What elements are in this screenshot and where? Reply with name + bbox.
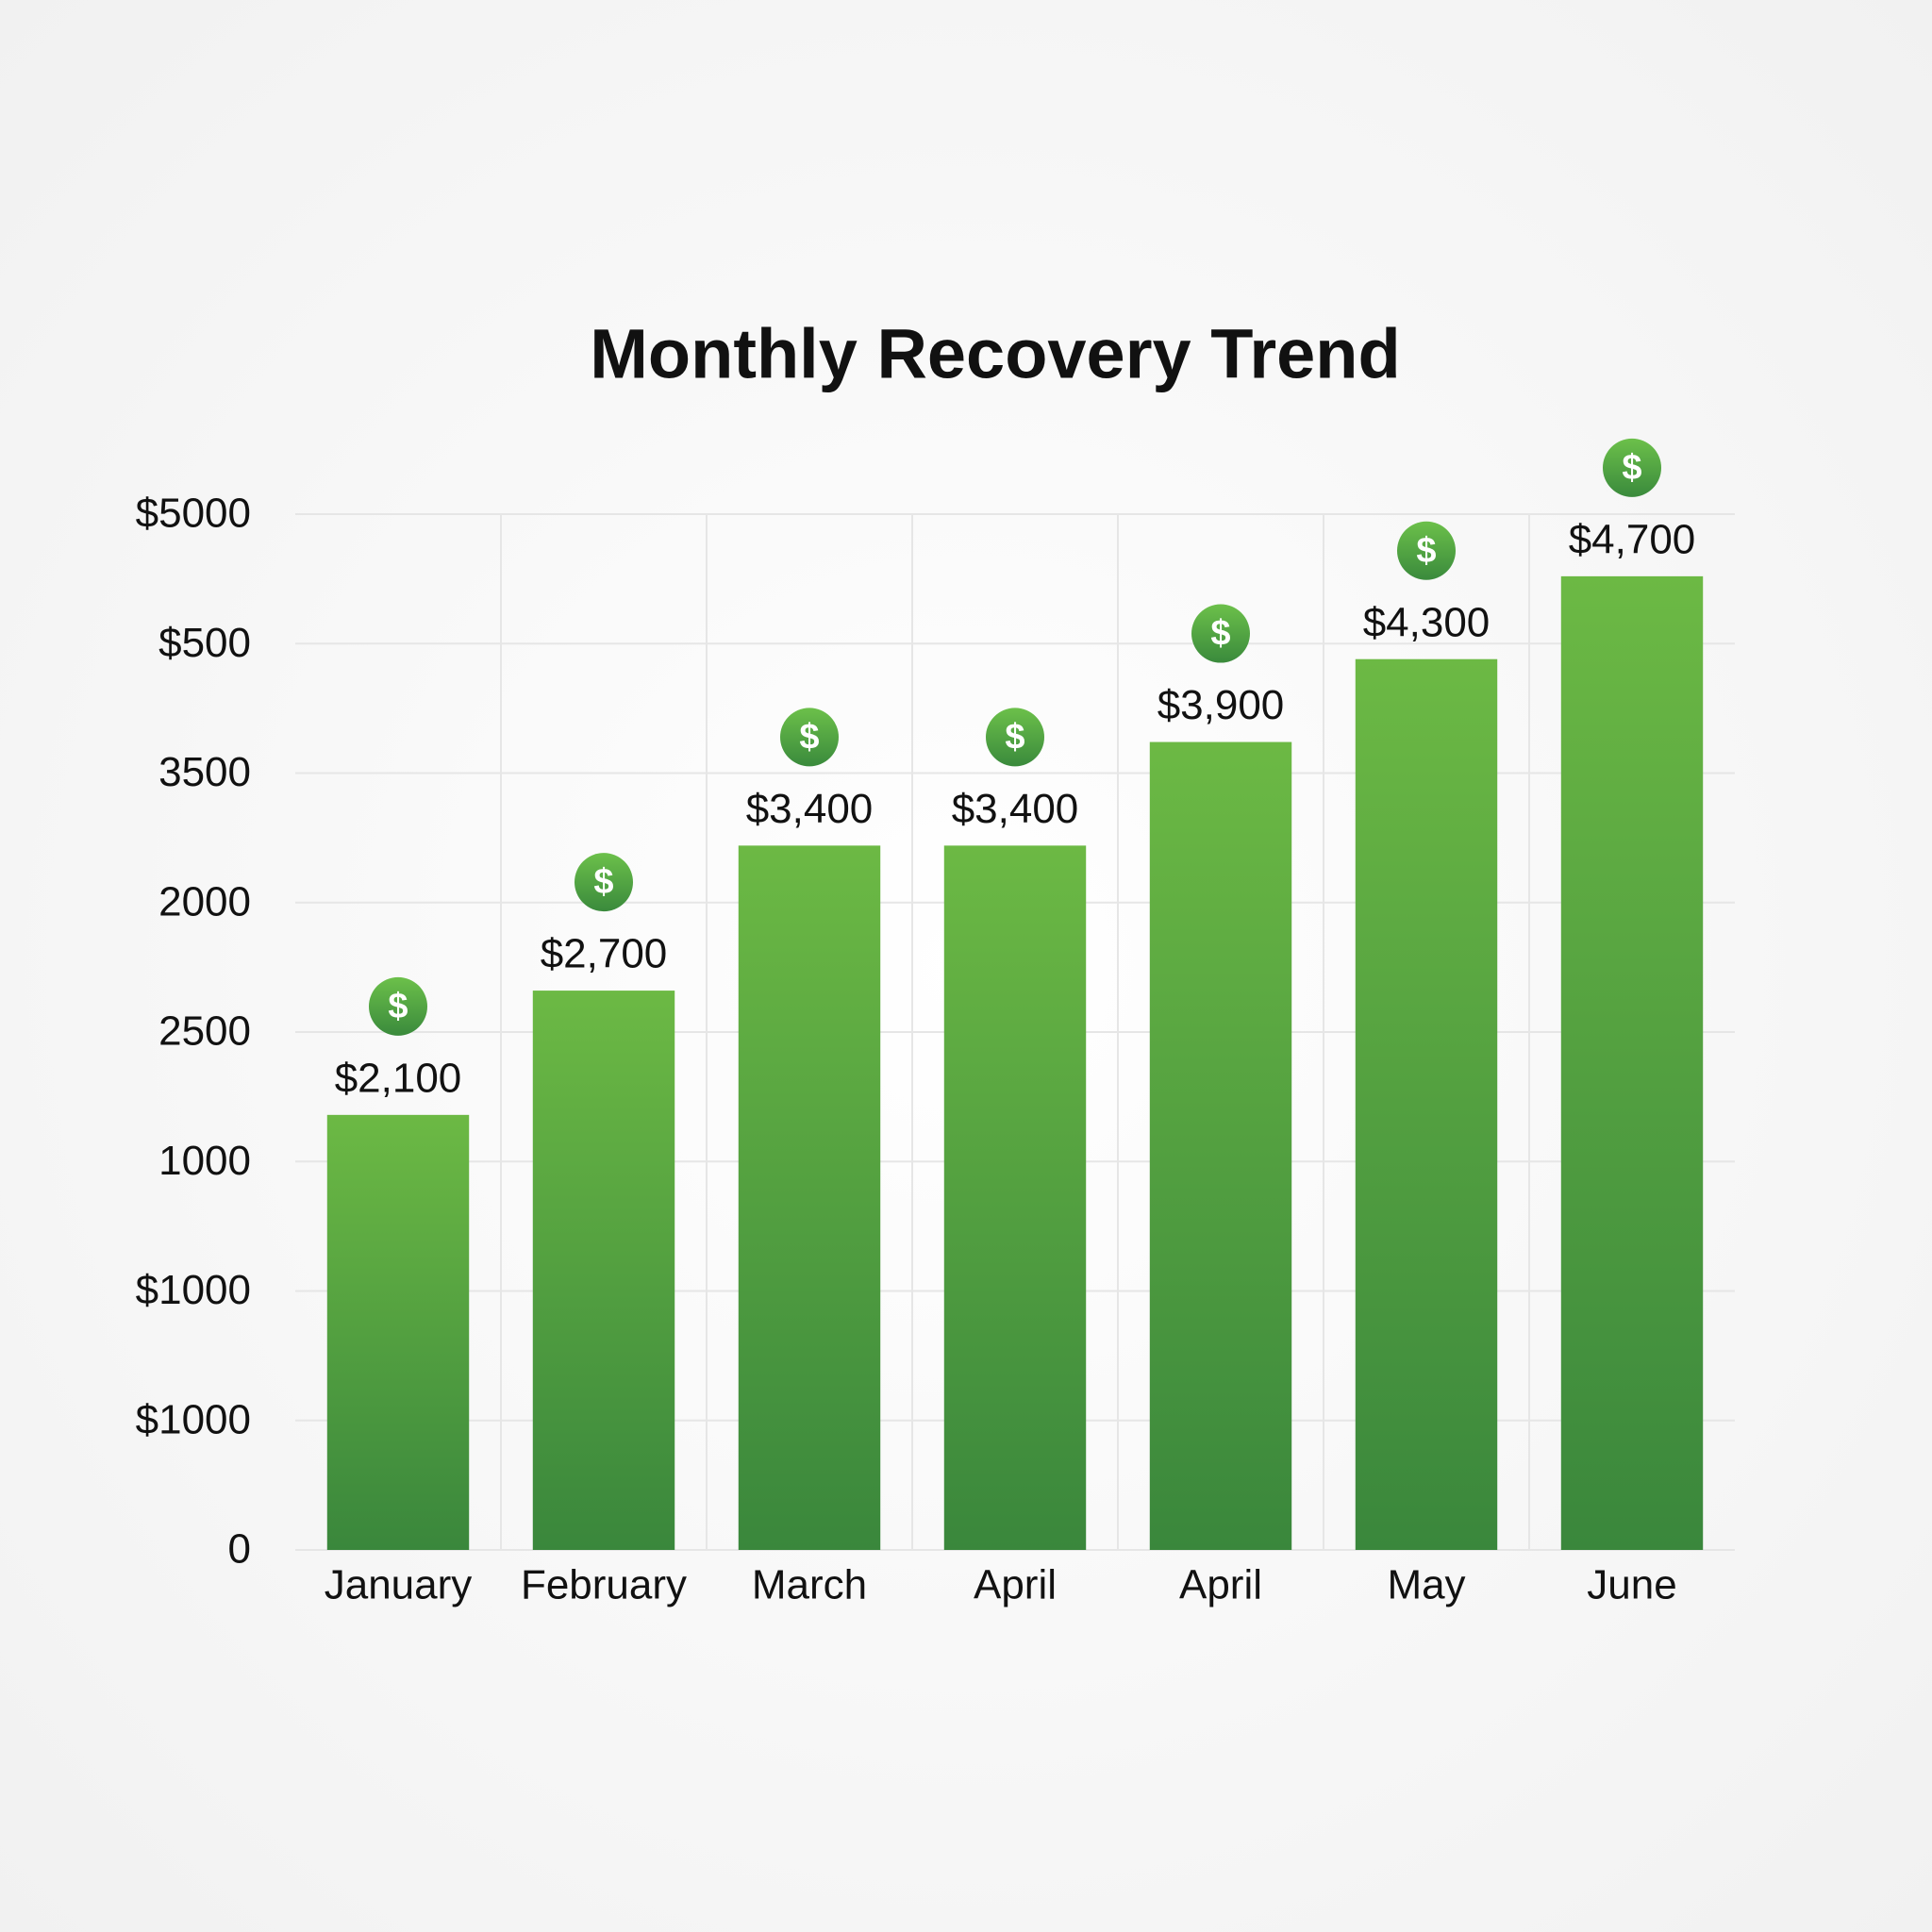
y-tick-label: $1000 — [136, 1267, 251, 1313]
bar — [943, 845, 1087, 1550]
value-label: $4,300 — [1363, 599, 1491, 645]
coin — [780, 708, 839, 767]
coin — [369, 976, 427, 1036]
coin-symbol: $ — [388, 987, 408, 1026]
coin-symbol: $ — [799, 717, 819, 757]
coin-symbol: $ — [1622, 448, 1641, 488]
coin-symbol: $ — [1210, 614, 1230, 654]
coin-symbol: $ — [1416, 531, 1436, 571]
dollar-icon: $ — [1191, 604, 1250, 663]
y-tick-label: $5000 — [136, 491, 251, 537]
y-tick-label: 3500 — [158, 749, 251, 795]
bar — [1149, 741, 1292, 1550]
x-tick-label: January — [325, 1562, 473, 1608]
chart-title: Monthly Recovery Trend — [590, 315, 1400, 393]
bar — [1355, 658, 1498, 1550]
x-tick-label: March — [752, 1562, 867, 1608]
coin-symbol: $ — [593, 862, 613, 902]
dollar-icon: $ — [780, 708, 839, 767]
coin-symbol: $ — [1005, 717, 1024, 757]
y-tick-label: 0 — [228, 1526, 251, 1573]
x-tick-label: April — [1179, 1562, 1262, 1608]
dollar-icon: $ — [369, 976, 427, 1036]
coin — [575, 853, 633, 912]
coin — [1603, 438, 1661, 497]
coin — [1191, 604, 1250, 663]
value-label: $2,700 — [541, 931, 668, 977]
x-tick-label: June — [1587, 1562, 1676, 1608]
x-tick-label: May — [1387, 1562, 1465, 1608]
bar — [738, 845, 881, 1550]
bar — [326, 1114, 470, 1550]
y-tick-label: 1000 — [158, 1138, 251, 1184]
bar — [1560, 575, 1704, 1550]
value-label: $3,400 — [746, 786, 874, 832]
y-tick-label: $500 — [158, 620, 251, 666]
value-label: $2,100 — [335, 1055, 462, 1101]
y-tick-label: 2000 — [158, 878, 251, 924]
bar — [532, 991, 675, 1550]
x-tick-label: February — [521, 1562, 687, 1608]
y-tick-label: 2500 — [158, 1008, 251, 1055]
plot: 0 $1000 $1000 1000 2500 2000 3500 $500 $5000 Janu… — [136, 438, 1735, 1608]
coin — [986, 708, 1044, 767]
dollar-icon: $ — [1397, 521, 1456, 580]
dollar-icon: $ — [1603, 438, 1661, 497]
coin — [1397, 521, 1456, 580]
dollar-icon: $ — [986, 708, 1044, 767]
value-label: $3,400 — [952, 786, 1079, 832]
value-label: $3,900 — [1158, 682, 1285, 728]
y-tick-label: $1000 — [136, 1396, 251, 1442]
value-label: $4,700 — [1569, 517, 1696, 563]
dollar-icon: $ — [575, 853, 633, 912]
x-tick-label: April — [974, 1562, 1057, 1608]
